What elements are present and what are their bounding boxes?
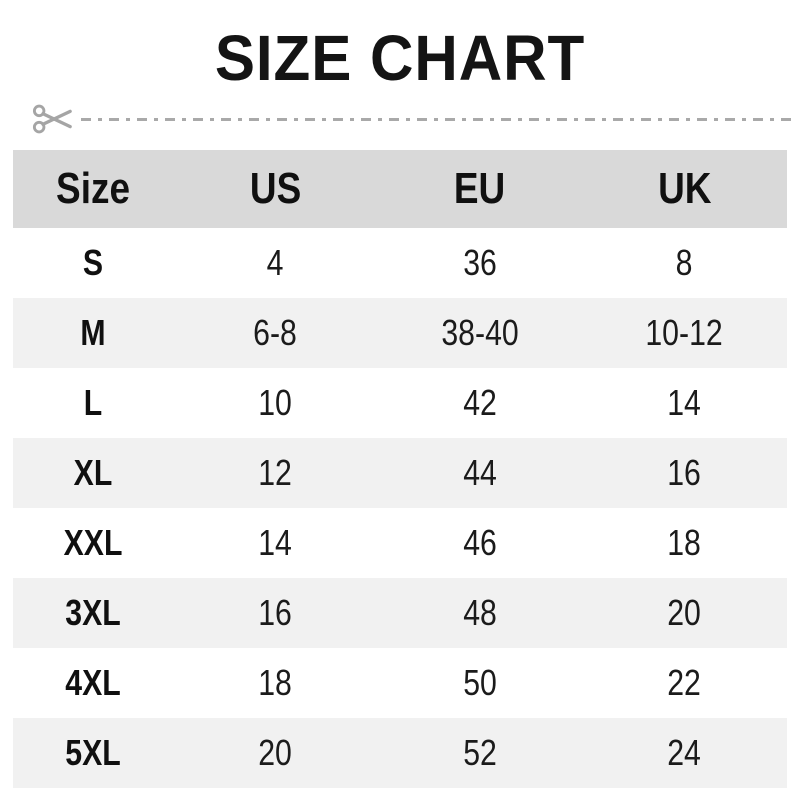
cell-value: 38-40 [441, 312, 519, 353]
table-row-s: S 4 36 8 [13, 228, 787, 298]
table-header-row: Size US EU UK [13, 150, 787, 228]
cell-value: 14 [667, 382, 702, 423]
table-cell: 36 [378, 242, 582, 284]
cell-value: XXL [63, 522, 123, 563]
cell-value: 14 [258, 522, 293, 563]
cell-value: 42 [462, 382, 497, 423]
size-label: M [13, 312, 173, 354]
table-row-5xl: 5XL 20 52 24 [13, 718, 787, 788]
cell-value: 18 [667, 522, 702, 563]
table-row-xxl: XXL 14 46 18 [13, 508, 787, 578]
size-label: XL [13, 452, 173, 494]
cell-value: 46 [462, 522, 497, 563]
cell-value: 3XL [65, 592, 121, 633]
table-cell: 14 [173, 522, 377, 564]
column-header-size: Size [13, 164, 173, 214]
column-header-label: UK [657, 164, 712, 213]
table-body: S 4 36 8 M 6-8 38-40 10-12 L 10 42 14 XL 12 44 16 XXL 14 4… [13, 228, 787, 788]
cell-value: 22 [667, 662, 702, 703]
page-title: SIZE CHART [0, 24, 800, 92]
column-header-uk: UK [582, 164, 787, 214]
size-table: Size US EU UK S 4 36 8 M 6-8 38-40 10-12 L 10 42 14 XL 1… [13, 150, 787, 788]
table-cell: 18 [173, 662, 377, 704]
table-cell: 52 [378, 732, 582, 774]
size-label: 3XL [13, 592, 173, 634]
cell-value: 4XL [65, 662, 121, 703]
size-label: XXL [13, 522, 173, 564]
table-cell: 44 [378, 452, 582, 494]
cell-value: 20 [258, 732, 293, 773]
table-cell: 48 [378, 592, 582, 634]
cell-value: 50 [462, 662, 497, 703]
table-cell: 10 [173, 382, 377, 424]
cell-value: 6-8 [253, 312, 298, 353]
cell-value: 8 [675, 242, 693, 283]
cell-value: 12 [258, 452, 293, 493]
table-cell: 14 [582, 382, 787, 424]
dashed-cut-line [81, 117, 792, 121]
cell-value: 4 [266, 242, 284, 283]
cell-value: 16 [667, 452, 702, 493]
cut-line [0, 100, 800, 138]
table-row-m: M 6-8 38-40 10-12 [13, 298, 787, 368]
table-cell: 16 [173, 592, 377, 634]
table-cell: 20 [173, 732, 377, 774]
cell-value: 52 [462, 732, 497, 773]
cell-value: 20 [667, 592, 702, 633]
column-header-label: Size [56, 164, 131, 213]
scissors-icon [32, 104, 72, 134]
table-cell: 46 [378, 522, 582, 564]
cell-value: 10-12 [645, 312, 724, 353]
page-title-text: SIZE CHART [214, 22, 586, 94]
table-cell: 6-8 [173, 312, 377, 354]
table-cell: 22 [582, 662, 787, 704]
size-label: 5XL [13, 732, 173, 774]
table-cell: 20 [582, 592, 787, 634]
table-cell: 12 [173, 452, 377, 494]
table-cell: 38-40 [378, 312, 582, 354]
cell-value: 44 [462, 452, 497, 493]
cell-value: 36 [462, 242, 497, 283]
cell-value: S [83, 242, 104, 283]
table-cell: 16 [582, 452, 787, 494]
cell-value: XL [73, 452, 113, 493]
table-row-l: L 10 42 14 [13, 368, 787, 438]
table-row-xl: XL 12 44 16 [13, 438, 787, 508]
column-header-us: US [173, 164, 377, 214]
column-header-label: US [249, 164, 302, 213]
column-header-eu: EU [378, 164, 582, 214]
cell-value: 5XL [65, 732, 121, 773]
size-label: S [13, 242, 173, 284]
table-cell: 18 [582, 522, 787, 564]
size-label: 4XL [13, 662, 173, 704]
cell-value: 24 [667, 732, 702, 773]
table-row-3xl: 3XL 16 48 20 [13, 578, 787, 648]
table-cell: 42 [378, 382, 582, 424]
column-header-label: EU [454, 164, 506, 213]
cell-value: M [80, 312, 106, 353]
size-label: L [13, 382, 173, 424]
table-cell: 8 [582, 242, 787, 284]
cell-value: 10 [258, 382, 293, 423]
table-cell: 50 [378, 662, 582, 704]
cell-value: 18 [258, 662, 293, 703]
table-row-4xl: 4XL 18 50 22 [13, 648, 787, 718]
table-cell: 4 [173, 242, 377, 284]
cell-value: L [83, 382, 103, 423]
table-cell: 24 [582, 732, 787, 774]
cell-value: 16 [258, 592, 293, 633]
cell-value: 48 [462, 592, 497, 633]
table-cell: 10-12 [582, 312, 787, 354]
size-chart-page: SIZE CHART Size US EU UK S 4 36 8 M 6-8 38-40 10-1… [0, 24, 800, 800]
